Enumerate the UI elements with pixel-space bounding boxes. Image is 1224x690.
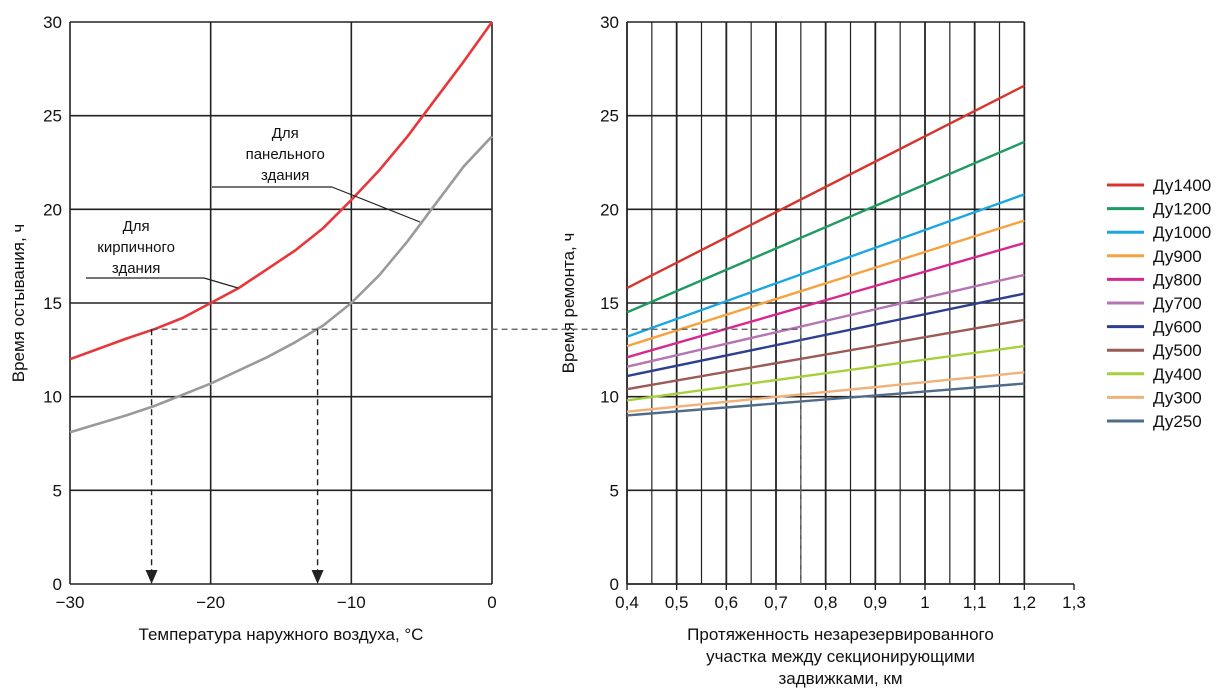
legend-entry-label: Ду500 (1153, 341, 1202, 360)
right-x-axis-label-line: участка между секционирующими (706, 647, 975, 666)
series-line-ду600 (626, 292, 1025, 378)
series-line-ду1000 (626, 193, 1025, 338)
left-x-axis-label: Температура наружного воздуха, °С (139, 625, 424, 644)
right-x-tick-label: 1,1 (963, 593, 987, 612)
right-x-axis-label-line: задвижками, км (778, 669, 902, 688)
legend-entry-label: Ду300 (1153, 388, 1202, 407)
right-x-tick-label: 1,3 (1062, 593, 1086, 612)
right-x-tick-label: 0,7 (764, 593, 788, 612)
panel-building-label: панельного (246, 146, 325, 163)
legend-entry-label: Ду250 (1153, 412, 1202, 431)
right-y-tick-label: 10 (600, 388, 619, 407)
series-line-brick-building (69, 21, 494, 361)
right-x-tick-label: 0,9 (864, 593, 888, 612)
repair-time-chart: 0 5 10 15 20 25 30 0,4 0,5 0,6 0,7 0,8 0,9 1 1,1 1,2 1,3… (559, 13, 1211, 688)
right-series-group (626, 84, 1025, 417)
left-x-tick-label: −30 (56, 593, 85, 612)
series-line-ду800 (626, 241, 1025, 359)
arrowhead (311, 570, 324, 584)
right-y-tick-label: 15 (600, 294, 619, 313)
series-line-ду300 (626, 371, 1025, 413)
panel-building-label: здания (261, 167, 309, 184)
right-x-axis-label-line: Протяженность незарезервированного (687, 625, 994, 644)
left-y-tick-label: 10 (43, 388, 62, 407)
right-y-axis-label: Время ремонта, ч (559, 233, 578, 374)
right-y-tick-label: 5 (610, 481, 619, 500)
right-y-tick-label: 0 (610, 575, 619, 594)
left-y-tick-label: 30 (43, 13, 62, 32)
legend-entry-label: Ду1400 (1153, 176, 1211, 195)
series-line-ду700 (626, 273, 1025, 368)
left-y-tick-label: 0 (53, 575, 62, 594)
left-y-tick-label: 15 (43, 294, 62, 313)
right-x-tick-label: 0,8 (814, 593, 838, 612)
left-y-axis-label: Время остывания, ч (9, 224, 28, 383)
right-x-tick-label: 1 (920, 593, 929, 612)
right-x-tick-label: 0,5 (665, 593, 689, 612)
left-x-tick-label: −20 (196, 593, 225, 612)
legend-entry-label: Ду900 (1153, 247, 1202, 266)
legend-entry-label: Ду1000 (1153, 223, 1211, 242)
left-y-tick-label: 20 (43, 200, 62, 219)
right-x-tick-label: 0,6 (715, 593, 739, 612)
arrowhead (145, 570, 158, 584)
left-guide-lines (145, 329, 324, 584)
cooling-time-chart: 0 5 10 15 20 25 30 −30 −20 −10 0 Для кирпичного здан… (9, 13, 497, 644)
right-x-axis-label: Протяженность незарезервированного участк… (687, 625, 994, 688)
right-x-tick-label: 1,2 (1013, 593, 1037, 612)
left-y-tick-label: 5 (53, 481, 62, 500)
series-line-ду400 (626, 344, 1025, 402)
left-x-tick-label: −10 (337, 593, 366, 612)
brick-building-label: Для (123, 218, 150, 235)
series-line-ду1400 (626, 84, 1025, 290)
legend: Ду1400 Ду1200 Ду1000 Ду900 Ду800 Ду700 Ду600 Ду… (1107, 176, 1211, 431)
legend-entry-label: Ду600 (1153, 318, 1202, 337)
series-line-ду250 (626, 382, 1025, 417)
left-annotations: Для кирпичного здания Для панельного здания (86, 125, 421, 289)
legend-entry-label: Ду800 (1153, 270, 1202, 289)
brick-building-label: кирпичного (97, 239, 175, 256)
left-tick-labels: 0 5 10 15 20 25 30 −30 −20 −10 0 (43, 13, 497, 612)
series-line-ду900 (626, 219, 1025, 348)
right-y-tick-label: 25 (600, 107, 619, 126)
right-x-tick-label: 0,4 (615, 593, 639, 612)
series-line-ду1200 (626, 140, 1025, 314)
right-tick-labels: 0 5 10 15 20 25 30 0,4 0,5 0,6 0,7 0,8 0,9 1 1,1 1,2 1,3 (600, 13, 1086, 612)
series-line-ду500 (626, 318, 1025, 391)
series-line-panel-building (69, 135, 493, 434)
legend-entry-label: Ду700 (1153, 294, 1202, 313)
right-grid (626, 21, 1075, 590)
legend-entry-label: Ду1200 (1153, 200, 1211, 219)
brick-building-label: здания (112, 260, 160, 277)
panel-label-leader (331, 186, 421, 223)
left-series-group (69, 21, 494, 434)
brick-label-leader (203, 277, 239, 289)
right-y-tick-label: 30 (600, 13, 619, 32)
legend-entry-label: Ду400 (1153, 365, 1202, 384)
panel-building-label: Для (272, 125, 299, 142)
right-y-tick-label: 20 (600, 200, 619, 219)
left-y-tick-label: 25 (43, 107, 62, 126)
left-x-tick-label: 0 (487, 593, 496, 612)
